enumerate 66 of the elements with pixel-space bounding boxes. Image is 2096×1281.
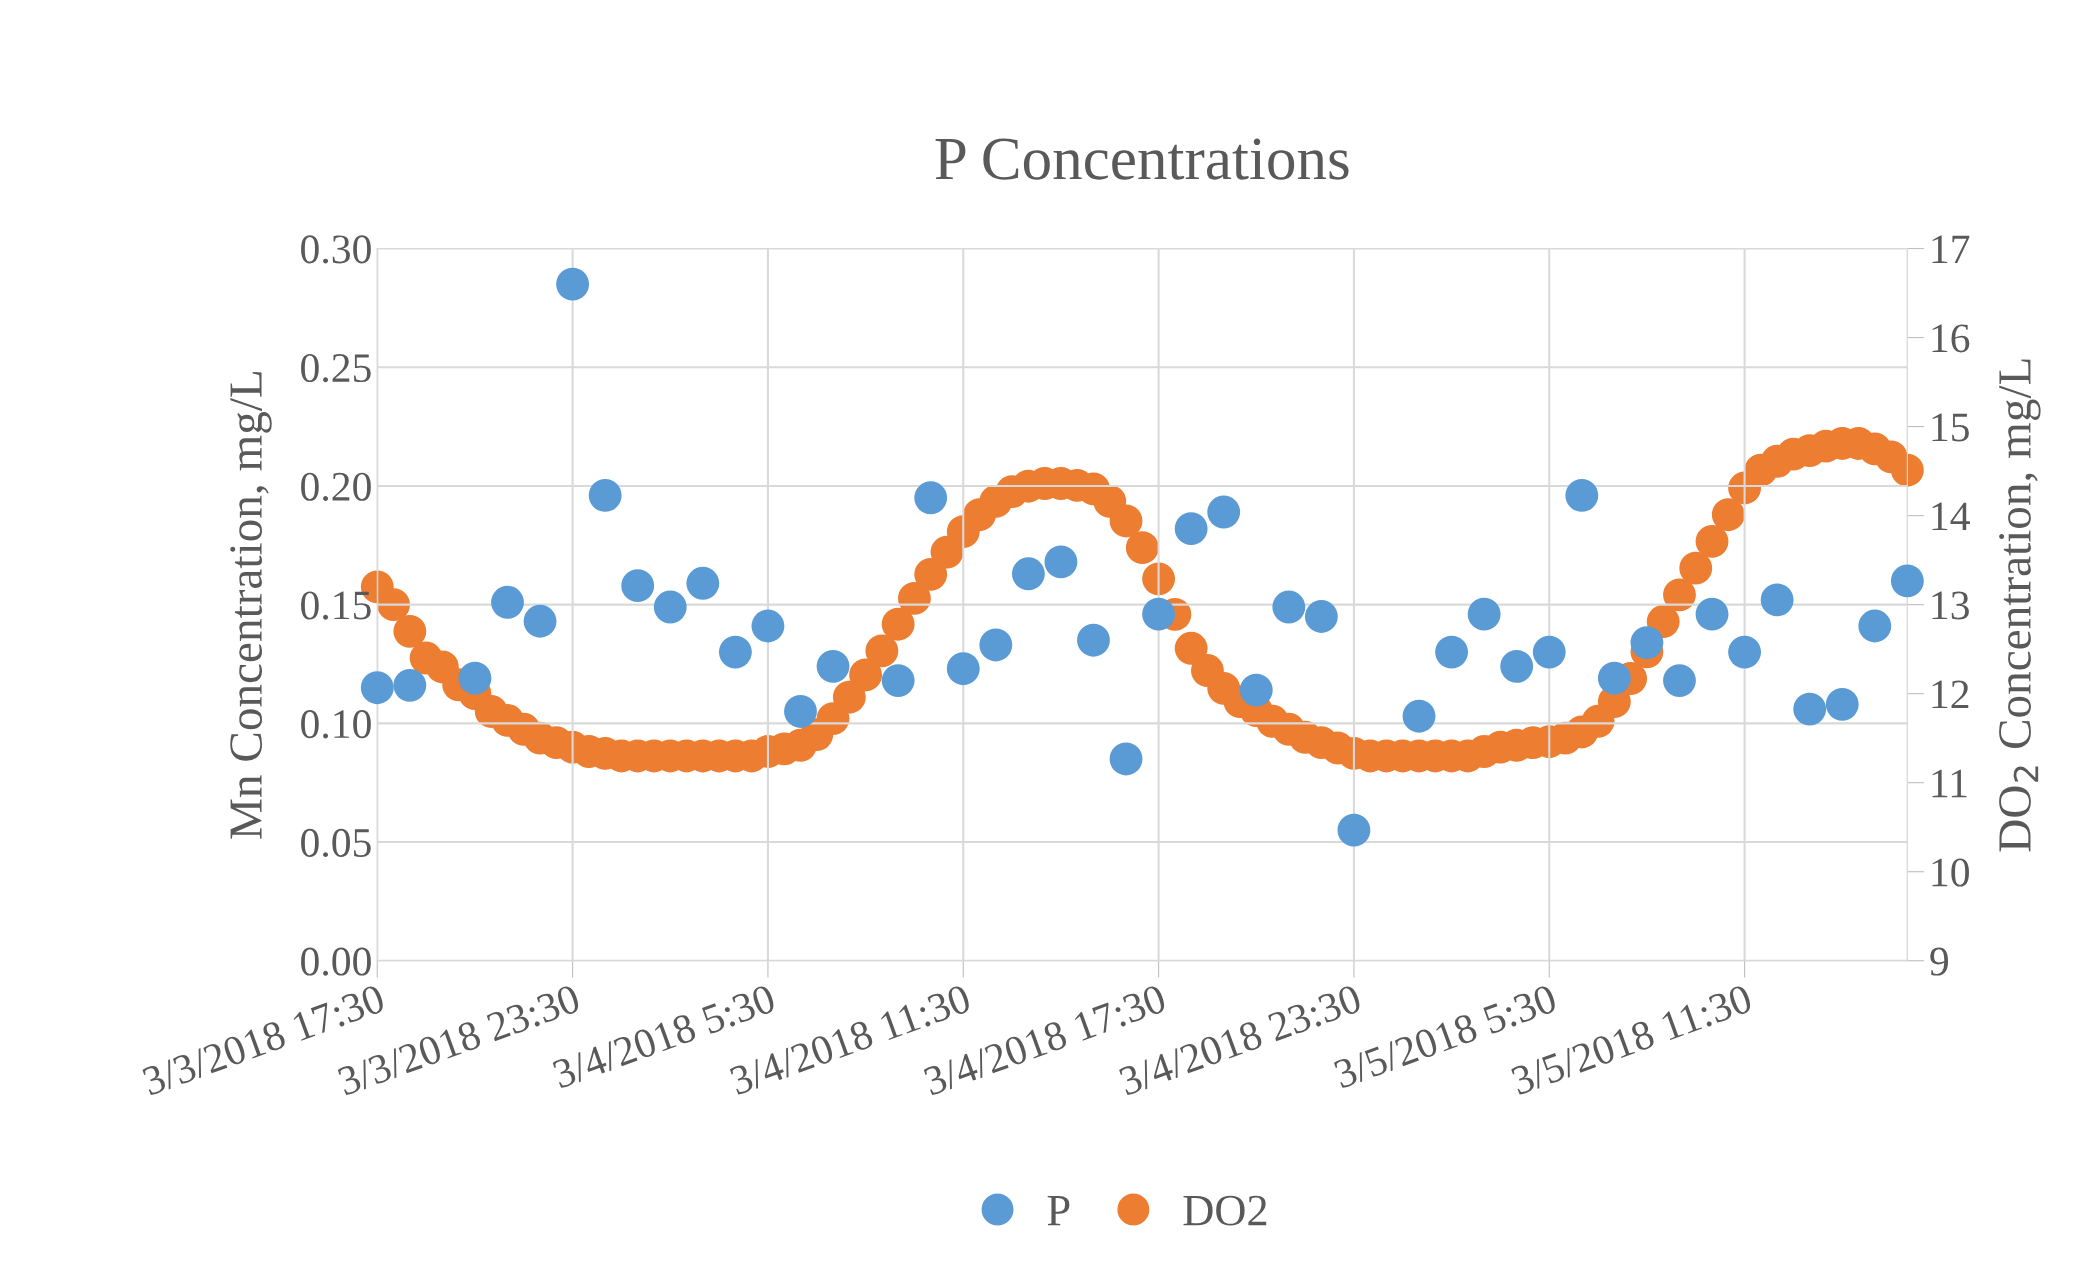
point xyxy=(1695,597,1729,631)
point xyxy=(1174,512,1208,546)
point xyxy=(881,664,915,698)
point xyxy=(491,585,524,619)
point xyxy=(1760,583,1794,617)
point xyxy=(1467,597,1501,631)
point xyxy=(556,267,590,301)
point xyxy=(816,649,850,683)
point xyxy=(1239,673,1273,707)
point xyxy=(523,604,557,638)
y2-tick-label: 11 xyxy=(1932,769,1967,798)
y-tick-label: 0.00 xyxy=(301,947,371,976)
point xyxy=(1337,813,1371,847)
y2-tick-label: 13 xyxy=(1932,591,1969,620)
y2-tick-label: 12 xyxy=(1932,680,1969,709)
point xyxy=(1793,692,1827,726)
point xyxy=(1825,687,1859,721)
y2-tick-label: 16 xyxy=(1932,324,1970,353)
point xyxy=(621,569,655,603)
y2-axis-title: DO$_{2}$ Concentration, mg/L xyxy=(1999,359,2041,852)
point xyxy=(1011,557,1045,591)
point xyxy=(1142,597,1176,631)
point xyxy=(1630,626,1664,660)
point xyxy=(1858,609,1892,643)
y-tick-label: 0.30 xyxy=(301,235,371,264)
y2-tick-label: 10 xyxy=(1932,858,1969,887)
y-tick-label: 0.10 xyxy=(301,710,371,739)
point xyxy=(946,652,980,686)
point xyxy=(1663,664,1696,698)
point xyxy=(1728,635,1762,669)
point xyxy=(751,609,785,643)
point xyxy=(1077,623,1110,657)
point xyxy=(1500,649,1534,683)
point xyxy=(1597,661,1631,695)
y2-tick-label: 15 xyxy=(1932,413,1969,442)
point xyxy=(784,695,817,728)
y2-tick-label: 17 xyxy=(1932,235,1970,263)
point xyxy=(914,481,948,515)
y2-tick-label: 14 xyxy=(1932,502,1970,531)
legend-label: DO2 xyxy=(1183,1195,1267,1226)
point xyxy=(1565,478,1599,512)
y-tick-label: 0.25 xyxy=(301,353,371,383)
point xyxy=(1402,699,1436,733)
point xyxy=(458,661,492,695)
y-axis-title: Mn Concentration, mg/L xyxy=(230,372,272,839)
point xyxy=(718,635,752,669)
point xyxy=(1890,564,1924,598)
point xyxy=(1272,590,1306,624)
point xyxy=(1207,495,1241,529)
y-tick-label: 0.05 xyxy=(301,828,371,858)
point xyxy=(360,671,394,705)
point xyxy=(1304,600,1338,633)
chart-title: P Concentrations xyxy=(935,138,1349,180)
point xyxy=(1435,635,1469,669)
point xyxy=(588,478,622,512)
point xyxy=(979,628,1013,662)
y2-tick-label: 9 xyxy=(1930,947,1949,976)
point xyxy=(1044,545,1078,579)
point xyxy=(1532,635,1566,669)
point xyxy=(686,566,720,600)
legend-label: P xyxy=(1047,1196,1070,1226)
y-tick-label: 0.20 xyxy=(301,472,371,501)
y-tick-label: 0.15 xyxy=(301,591,371,620)
point xyxy=(393,668,427,702)
point xyxy=(653,590,687,624)
point xyxy=(1109,742,1143,776)
